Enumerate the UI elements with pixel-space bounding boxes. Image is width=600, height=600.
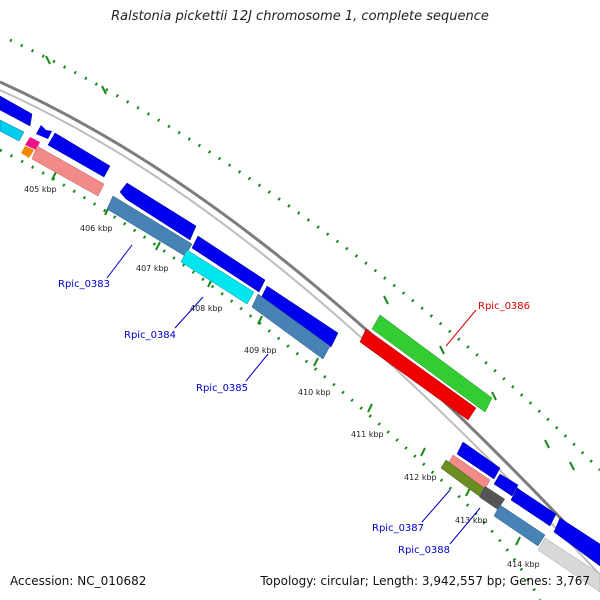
gene-feature-forward-5[interactable] [456, 441, 501, 480]
gene-feature-small-arrow[interactable] [36, 125, 52, 139]
tick-label-410: 410 kbp [298, 388, 331, 397]
gene-feature-lightgray[interactable] [537, 537, 600, 593]
major-ticks [45, 55, 575, 546]
gene-label-rpic-0383[interactable]: Rpic_0383 [58, 279, 110, 290]
gene-label-rpic-0386[interactable]: Rpic_0386 [478, 301, 530, 312]
gene-feature-forward-2[interactable] [119, 182, 197, 241]
gene-feature-rpic-0384[interactable] [180, 249, 255, 305]
outer-tick-track [9, 38, 600, 472]
tick-label-412: 412 kbp [404, 473, 437, 482]
leader-lines [106, 244, 481, 545]
tick-label-406: 406 kbp [80, 224, 113, 233]
gene-feature-orange[interactable] [21, 146, 34, 158]
gene-feature-upper-left-2[interactable] [0, 119, 25, 142]
tick-label-413: 413 kbp [455, 516, 488, 525]
tick-label-408: 408 kbp [190, 304, 223, 313]
gene-feature-gray[interactable] [479, 486, 505, 510]
genome-stats-text: Topology: circular; Length: 3,942,557 bp… [260, 574, 590, 588]
gene-feature-magenta[interactable] [25, 137, 40, 150]
gene-feature-forward-8[interactable] [553, 517, 600, 567]
gene-feature-forward-7[interactable] [510, 487, 557, 527]
gene-feature-upper-left-1[interactable] [0, 95, 33, 127]
gene-feature-rpic-0387[interactable] [440, 459, 485, 497]
gene-label-rpic-0387[interactable]: Rpic_0387 [372, 523, 424, 534]
tick-label-409: 409 kbp [244, 346, 277, 355]
gene-label-rpic-0385[interactable]: Rpic_0385 [196, 383, 248, 394]
accession-text: Accession: NC_010682 [10, 574, 147, 588]
gene-feature-rpic-0388[interactable] [493, 504, 546, 547]
tick-label-407: 407 kbp [136, 264, 169, 273]
gene-label-rpic-0388[interactable]: Rpic_0388 [398, 545, 450, 556]
gene-feature-rpic-0385[interactable] [251, 293, 331, 360]
gene-feature-salmon[interactable] [31, 145, 105, 197]
gene-label-rpic-0384[interactable]: Rpic_0384 [124, 330, 176, 341]
gene-feature-forward-6[interactable] [493, 473, 519, 497]
map-title: Ralstonia pickettii 12J chromosome 1, co… [111, 9, 489, 24]
gene-feature-rpic-0386[interactable] [371, 314, 493, 413]
gene-feature-forward-3[interactable] [191, 235, 266, 293]
tick-label-405: 405 kbp [24, 185, 57, 194]
tick-label-414: 414 kbp [507, 560, 540, 569]
gene-feature-red[interactable] [359, 328, 477, 421]
tick-label-411: 411 kbp [351, 430, 384, 439]
gene-feature-forward-1[interactable] [47, 132, 111, 178]
chromosome-backbone [0, 80, 600, 576]
gene-feature-forward-4[interactable] [260, 285, 339, 348]
